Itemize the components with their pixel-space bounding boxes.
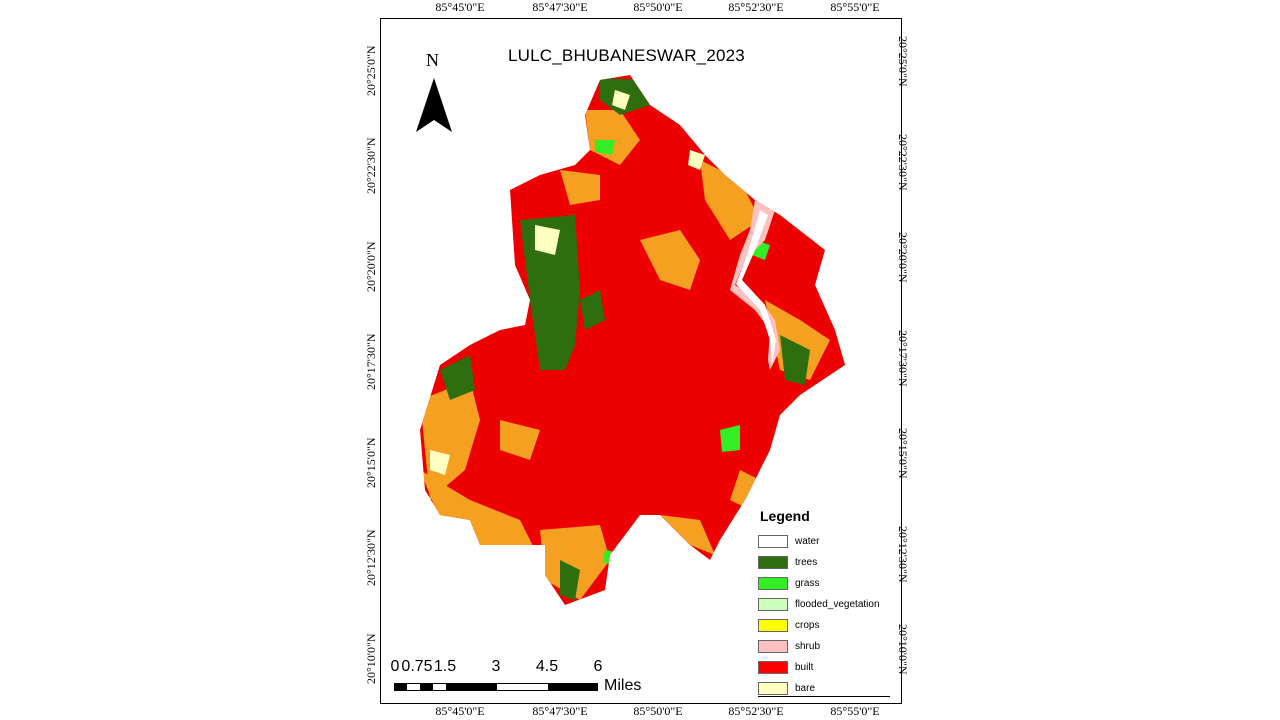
grass-swatch	[758, 577, 788, 590]
tree-patches	[440, 78, 810, 600]
scale-label-4-5: 4.5	[535, 658, 559, 675]
legend-label: shrub	[795, 641, 821, 652]
legend-item-trees: trees	[758, 552, 892, 573]
map-title: LULC_BHUBANESWAR_2023	[508, 46, 745, 65]
lon-tick-top-3: 85°50'0"E	[633, 0, 683, 14]
legend-item-bare: bare	[758, 678, 892, 699]
lon-tick-bottom-4: 85°52'30"E	[728, 704, 784, 718]
legend-underline	[758, 696, 890, 697]
lat-tick-left-1: 20°25'0"N	[364, 45, 378, 96]
scale-label-0-75: 0.75	[401, 658, 433, 675]
scale-label-3: 3	[491, 658, 501, 675]
scale-seg	[497, 684, 548, 690]
bare-swatch	[758, 682, 788, 695]
water-swatch	[758, 535, 788, 548]
river-channel	[736, 210, 776, 365]
lon-tick-top-1: 85°45'0"E	[435, 0, 485, 14]
lon-tick-bottom-3: 85°50'0"E	[633, 704, 683, 718]
lulc-map	[420, 75, 845, 605]
trees-swatch	[758, 556, 788, 569]
lat-tick-left-7: 20°10'0"N	[364, 633, 378, 684]
legend-item-shrub: shrub	[758, 636, 892, 657]
legend-label: grass	[795, 578, 820, 589]
legend-label: bare	[795, 683, 816, 694]
scale-seg	[548, 684, 597, 690]
legend-item-water: water	[758, 531, 892, 552]
built-swatch	[758, 661, 788, 674]
bare-patches	[430, 90, 705, 475]
scale-bar	[394, 683, 598, 691]
lat-tick-left-4: 20°17'30"N	[364, 333, 378, 390]
scale-label-0: 0	[390, 658, 400, 675]
legend: Legend water trees grass flooded_vegetat…	[758, 508, 892, 699]
shrub-swatch	[758, 640, 788, 653]
flooded-vegetation-swatch	[758, 598, 788, 611]
legend-item-crops: crops	[758, 615, 892, 636]
legend-item-built: built	[758, 657, 892, 678]
legend-label: built	[795, 662, 814, 673]
legend-title: Legend	[760, 508, 810, 524]
lon-tick-bottom-1: 85°45'0"E	[435, 704, 485, 718]
legend-label: water	[795, 536, 820, 547]
lon-tick-top-5: 85°55'0"E	[830, 0, 880, 14]
scale-seg	[420, 684, 433, 690]
lat-tick-left-6: 20°12'30"N	[364, 529, 378, 586]
lon-tick-bottom-5: 85°55'0"E	[830, 704, 880, 718]
lat-tick-left-3: 20°20'0"N	[364, 241, 378, 292]
agri-patches	[420, 110, 830, 600]
scale-seg	[395, 684, 407, 690]
scale-seg	[446, 684, 497, 690]
scale-seg	[407, 684, 420, 690]
scale-seg	[433, 684, 446, 690]
lon-tick-top-4: 85°52'30"E	[728, 0, 784, 14]
legend-label: crops	[795, 620, 820, 631]
lon-tick-bottom-2: 85°47'30"E	[532, 704, 588, 718]
crops-swatch	[758, 619, 788, 632]
legend-item-flooded-vegetation: flooded_vegetation	[758, 594, 892, 615]
legend-label: flooded_vegetation	[795, 599, 880, 610]
lat-tick-left-5: 20°15'0"N	[364, 437, 378, 488]
scale-unit: Miles	[604, 677, 642, 694]
legend-label: trees	[795, 557, 818, 568]
lat-tick-left-2: 20°22'30"N	[364, 137, 378, 194]
legend-item-grass: grass	[758, 573, 892, 594]
scale-label-6: 6	[593, 658, 603, 675]
scale-label-1-5: 1.5	[433, 658, 457, 675]
north-label: N	[426, 50, 439, 70]
lon-tick-top-2: 85°47'30"E	[532, 0, 588, 14]
north-arrow-icon	[416, 78, 452, 132]
